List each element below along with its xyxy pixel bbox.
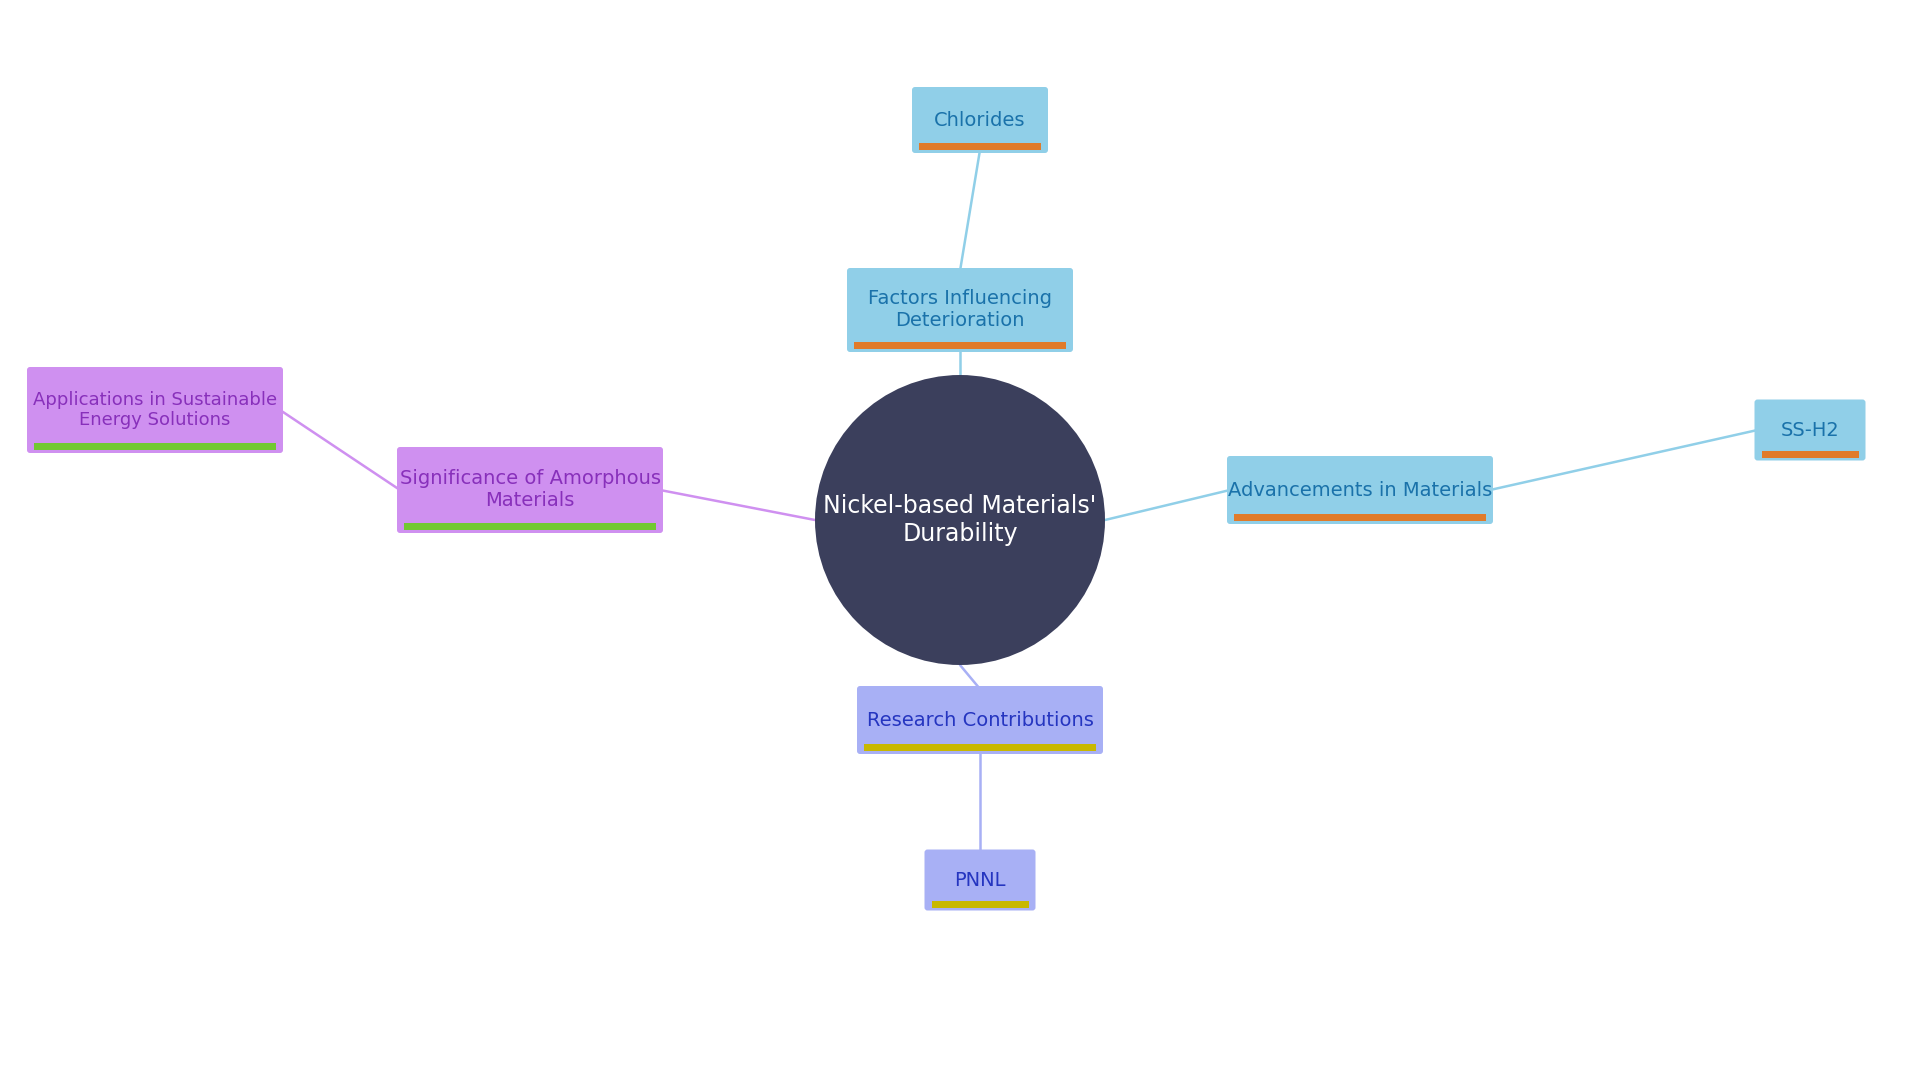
Text: Research Contributions: Research Contributions [866,711,1092,729]
Text: Chlorides: Chlorides [935,110,1025,130]
Circle shape [814,375,1106,665]
Bar [1761,450,1859,458]
Text: Significance of Amorphous
Materials: Significance of Amorphous Materials [399,470,660,511]
Bar [35,443,276,450]
Text: Advancements in Materials: Advancements in Materials [1229,481,1492,499]
FancyBboxPatch shape [856,686,1102,754]
Bar [1235,514,1486,521]
FancyBboxPatch shape [1227,456,1494,524]
FancyBboxPatch shape [925,850,1035,910]
Text: Applications in Sustainable
Energy Solutions: Applications in Sustainable Energy Solut… [33,391,276,430]
FancyBboxPatch shape [1755,400,1866,460]
Bar [920,143,1041,150]
Text: Nickel-based Materials'
Durability: Nickel-based Materials' Durability [824,495,1096,545]
Bar [864,744,1096,751]
FancyBboxPatch shape [27,367,282,453]
Bar [403,523,657,530]
Text: SS-H2: SS-H2 [1780,420,1839,440]
Text: Factors Influencing
Deterioration: Factors Influencing Deterioration [868,289,1052,330]
FancyBboxPatch shape [847,268,1073,352]
FancyBboxPatch shape [912,87,1048,153]
FancyBboxPatch shape [397,447,662,534]
Text: PNNL: PNNL [954,870,1006,890]
Bar [931,901,1029,907]
Bar [854,342,1066,349]
